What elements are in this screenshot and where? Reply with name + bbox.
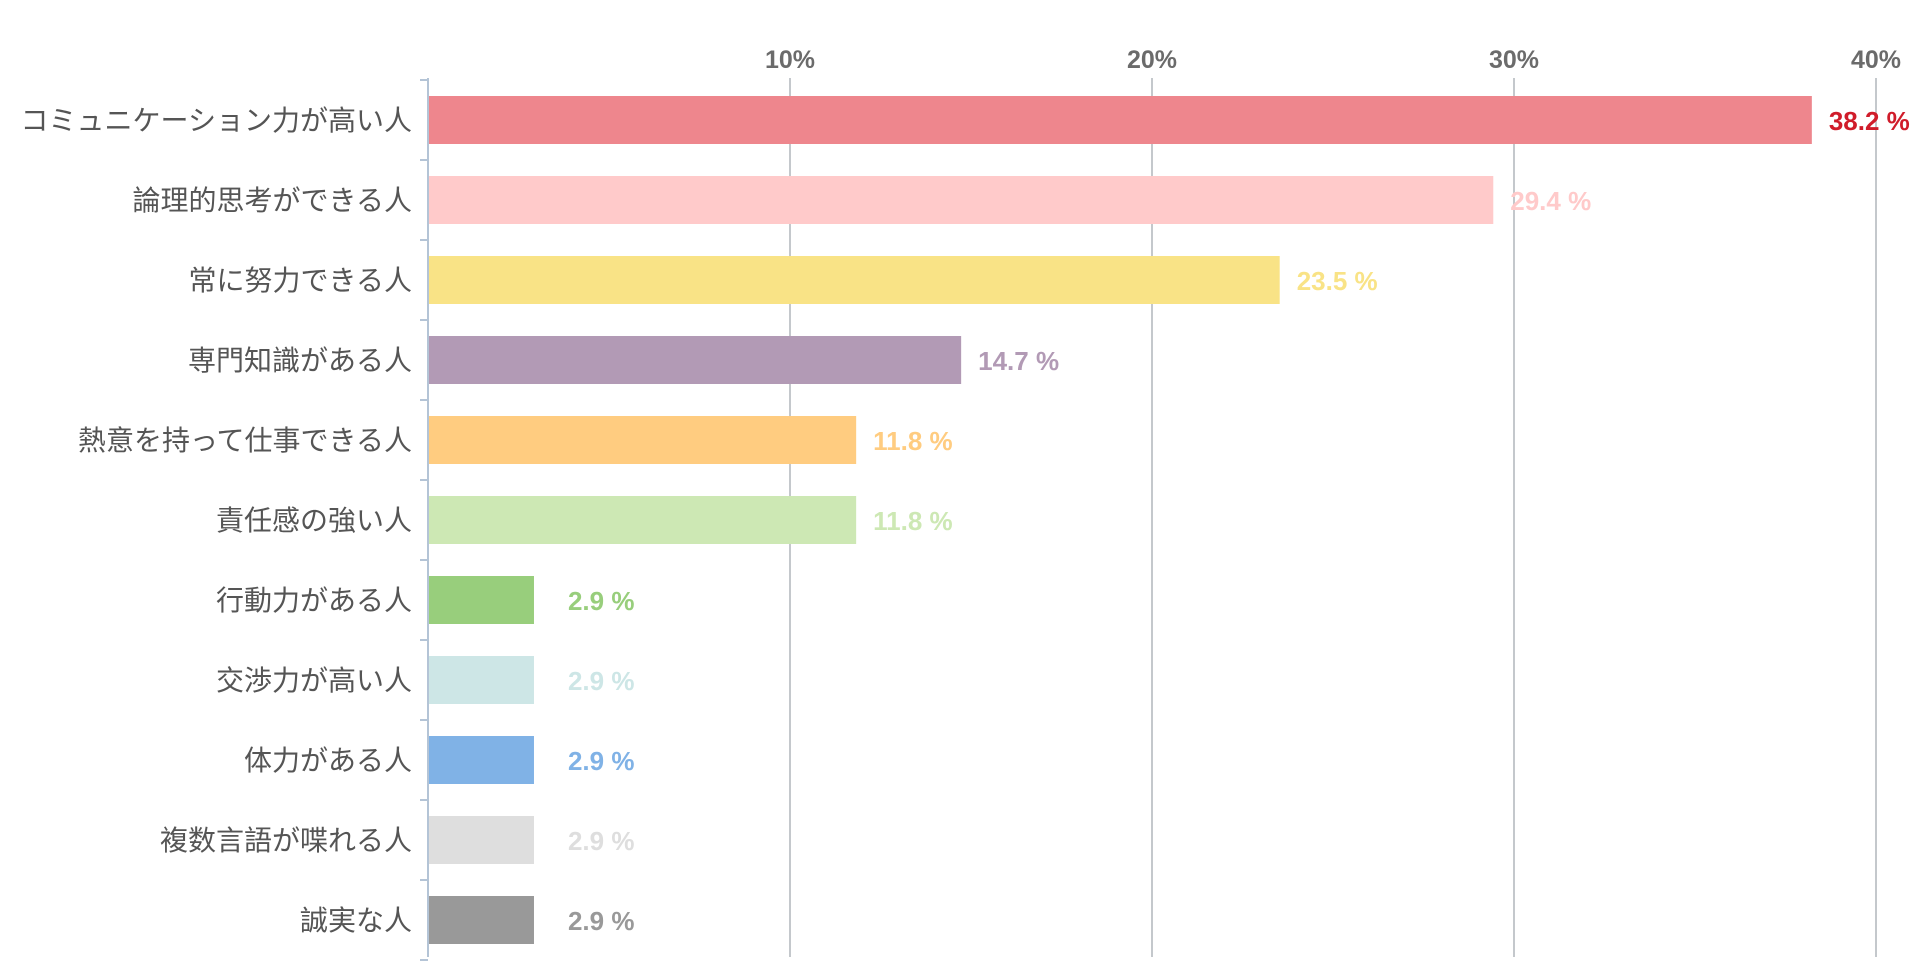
x-tick-label: 10%: [765, 46, 815, 74]
category-label: 行動力がある人: [216, 584, 412, 617]
value-label: 11.8 %: [873, 506, 953, 536]
bar-4: [429, 416, 857, 464]
category-labels: コミュニケーション力が高い人論理的思考ができる人常に努力できる人専門知識がある人…: [21, 104, 412, 937]
bar-9: [429, 816, 534, 864]
value-label: 38.2 %: [1829, 106, 1910, 136]
category-label: 交渉力が高い人: [216, 664, 412, 697]
x-tick-label: 40%: [1851, 46, 1901, 74]
category-label: 常に努力できる人: [189, 264, 412, 297]
bar-6: [429, 576, 534, 624]
category-label: 複数言語が喋れる人: [160, 824, 412, 857]
x-axis-ticks: 10% 20% 30% 40%: [765, 46, 1901, 74]
value-label: 2.9 %: [568, 666, 635, 696]
value-label: 14.7 %: [978, 346, 1059, 376]
value-label: 2.9 %: [568, 826, 635, 856]
x-tick-label: 20%: [1127, 46, 1177, 74]
bar-3: [429, 336, 962, 384]
value-label: 2.9 %: [568, 586, 635, 616]
category-label: コミュニケーション力が高い人: [21, 104, 412, 137]
category-label: 熱意を持って仕事できる人: [78, 424, 412, 457]
bar-1: [429, 176, 1494, 224]
value-labels: 38.2 % 29.4 % 23.5 % 14.7 % 11.8 % 11.8 % 2.9 …: [568, 106, 1910, 936]
category-label: 責任感の強い人: [216, 504, 412, 537]
category-label: 誠実な人: [300, 904, 412, 937]
bar-0: [429, 96, 1812, 144]
bar-10: [429, 896, 534, 944]
bar-2: [429, 256, 1280, 304]
bar-8: [429, 736, 534, 784]
y-axis: [420, 78, 429, 961]
value-label: 11.8 %: [873, 426, 953, 456]
category-label: 論理的思考ができる人: [133, 184, 412, 217]
bars: [429, 96, 1812, 944]
value-label: 2.9 %: [568, 746, 635, 776]
value-label: 23.5 %: [1297, 266, 1378, 296]
value-label: 2.9 %: [568, 906, 635, 936]
value-label: 29.4 %: [1510, 186, 1591, 216]
category-label: 体力がある人: [244, 744, 412, 777]
x-tick-label: 30%: [1489, 46, 1539, 74]
category-label: 専門知識がある人: [188, 344, 412, 377]
bar-5: [429, 496, 857, 544]
bar-7: [429, 656, 534, 704]
